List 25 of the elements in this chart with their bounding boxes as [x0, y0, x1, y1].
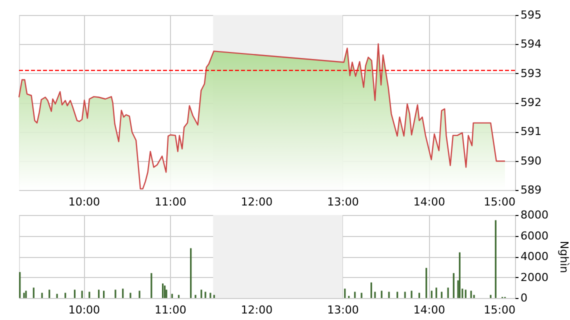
x-tick-label: 14:00	[413, 304, 446, 316]
x-tick-label: 10:00	[68, 304, 100, 316]
y-tick-label: 592	[520, 96, 542, 109]
x-tick-label: 12:00	[240, 304, 273, 316]
y-tick-label: 6000	[520, 229, 548, 242]
x-tick-label: 15:00	[484, 304, 516, 316]
x-tick-label: 14:00	[413, 196, 446, 208]
x-tick-label: 13:00	[327, 304, 359, 316]
y-tick-label: 2000	[520, 270, 548, 284]
x-tick-label: 10:00	[68, 196, 100, 208]
y-tick-label: 593	[520, 66, 542, 80]
x-tick-label: 15:00	[484, 196, 516, 208]
y-tick-label: 589	[520, 184, 542, 196]
x-tick-label: 11:00	[154, 304, 186, 316]
x-tick-label: 13:00	[327, 196, 359, 208]
y-tick-label: 591	[520, 125, 542, 138]
y-axis-title: Nghìn	[557, 240, 570, 274]
y-tick-label: 4000	[520, 250, 548, 263]
x-tick-label: 11:00	[154, 196, 186, 208]
y-tick-label: 595	[520, 8, 542, 22]
y-tick-label: 8000	[520, 208, 548, 222]
y-tick-label: 0	[520, 292, 528, 304]
x-tick-label: 12:00	[240, 196, 273, 208]
y-tick-label: 594	[520, 38, 542, 51]
y-tick-label: 590	[520, 154, 542, 168]
